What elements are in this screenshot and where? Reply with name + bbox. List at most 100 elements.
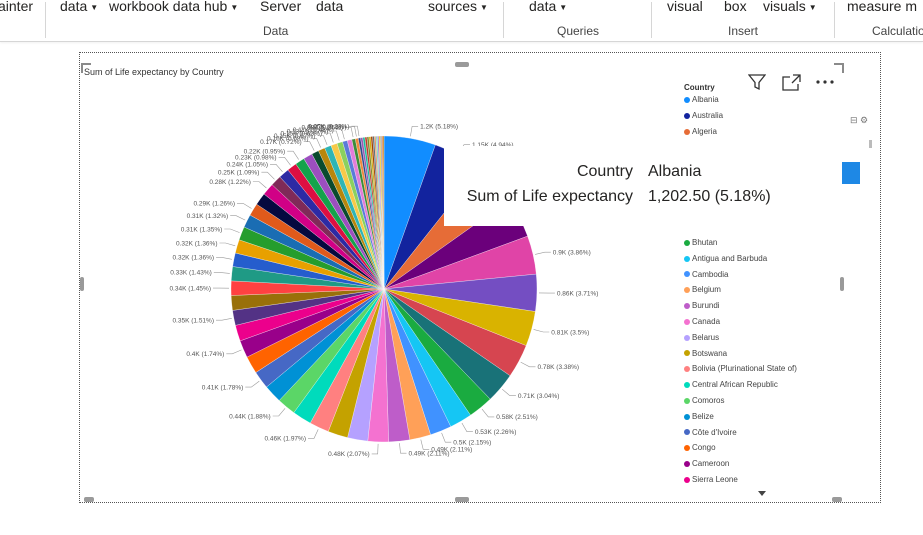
legend-item[interactable]: Australia bbox=[684, 111, 723, 120]
corner-marker-top-right bbox=[834, 63, 844, 73]
ribbon-item-box[interactable]: box bbox=[724, 0, 747, 14]
legend-item[interactable]: Belgium bbox=[684, 285, 721, 294]
ribbon-separator bbox=[834, 2, 835, 38]
legend-color-dot bbox=[684, 476, 690, 483]
ribbon-item-label: data bbox=[60, 0, 88, 14]
legend-item[interactable]: Burundi bbox=[684, 301, 720, 310]
slice-data-label: 0.41K (1.78%) bbox=[202, 384, 244, 391]
legend-item-label: Belarus bbox=[692, 332, 720, 342]
tooltip-measure-value: 1,202.50 (5.18%) bbox=[648, 188, 771, 205]
ribbon-item-data[interactable]: data ▼ bbox=[529, 0, 567, 14]
more-options-icon[interactable] bbox=[815, 79, 835, 85]
pie-slice[interactable] bbox=[382, 135, 385, 290]
ribbon-item-label: data bbox=[316, 0, 344, 14]
legend-scroll-down-icon[interactable] bbox=[758, 491, 766, 497]
slice-data-label: 0.4K (1.74%) bbox=[186, 351, 224, 358]
slice-data-label: 0.05K (0.23%) bbox=[308, 124, 350, 131]
slice-data-label: 0.5K (2.15%) bbox=[453, 440, 491, 447]
legend-color-dot bbox=[684, 271, 690, 278]
visual-selection-frame bbox=[79, 52, 881, 503]
slice-leader-line bbox=[330, 130, 340, 141]
slice-data-label: 0.49K (2.11%) bbox=[431, 447, 472, 454]
legend-item[interactable]: Canada bbox=[684, 317, 720, 326]
slice-leader-line bbox=[287, 150, 299, 160]
slice-data-label: 0.16K (0.68%) bbox=[267, 136, 309, 143]
slice-leader-line bbox=[535, 251, 551, 255]
resize-handle-bottom-right[interactable] bbox=[832, 497, 842, 502]
resize-handle-right[interactable] bbox=[840, 277, 844, 291]
legend-item[interactable]: Cambodia bbox=[684, 270, 728, 279]
slice-data-label: 0.29K (1.26%) bbox=[193, 201, 235, 208]
legend-item[interactable]: Cameroon bbox=[684, 459, 729, 468]
legend-item[interactable]: Belize bbox=[684, 412, 714, 421]
ribbon-item-label: Server bbox=[260, 0, 302, 14]
slice-data-label: 0.23K (0.98%) bbox=[235, 155, 277, 162]
resize-handle-left[interactable] bbox=[80, 277, 84, 291]
legend-item[interactable]: Botswana bbox=[684, 349, 727, 358]
ribbon-item-sources[interactable]: sources ▼ bbox=[428, 0, 488, 14]
ribbon-item-data[interactable]: data bbox=[316, 0, 343, 14]
legend-title: Country bbox=[684, 83, 715, 92]
legend-color-dot bbox=[684, 96, 690, 103]
slice-leader-line bbox=[272, 408, 286, 417]
ribbon-item-label: box bbox=[724, 0, 747, 14]
slice-leader-line bbox=[237, 203, 252, 209]
legend-item-label: Albania bbox=[692, 95, 719, 104]
slice-data-label: 0.31K (1.32%) bbox=[187, 213, 229, 220]
legend-item[interactable]: Bolivia (Plurinational State of) bbox=[684, 364, 797, 373]
ribbon-separator bbox=[45, 2, 46, 38]
legend-item-label: Cameroon bbox=[692, 459, 730, 469]
legend-item[interactable]: Albania bbox=[684, 95, 719, 104]
resize-handle-top[interactable] bbox=[455, 62, 469, 67]
slice-data-label: 0.13K (0.57%) bbox=[287, 128, 329, 135]
slice-data-label: 0.17K (0.72%) bbox=[260, 139, 302, 146]
visual-title: Sum of Life expectancy by Country bbox=[84, 67, 224, 77]
slice-leader-line bbox=[324, 132, 334, 143]
slice-data-label: 0.46K (1.97%) bbox=[264, 436, 306, 443]
legend-item[interactable]: Belarus bbox=[684, 333, 719, 342]
ribbon-item-label: visuals bbox=[763, 0, 806, 14]
slice-leader-line bbox=[520, 361, 536, 368]
ribbon-item-server[interactable]: Server bbox=[260, 0, 301, 14]
format-icon[interactable]: ⊟ ⚙ bbox=[850, 115, 869, 125]
legend-item[interactable]: Côte d'Ivoire bbox=[684, 428, 737, 437]
scrollbar-thumb[interactable] bbox=[869, 140, 872, 148]
legend-item[interactable]: Comoros bbox=[684, 396, 724, 405]
resize-handle-bottom[interactable] bbox=[455, 497, 469, 502]
legend-color-dot bbox=[684, 255, 690, 262]
legend-color-dot bbox=[684, 413, 690, 420]
ribbon-item-visual[interactable]: visual bbox=[667, 0, 703, 14]
legend-item[interactable]: Congo bbox=[684, 443, 716, 452]
slice-data-label: 0.24K (1.05%) bbox=[226, 162, 268, 169]
slice-data-label: 0.07K (0.3%) bbox=[309, 124, 347, 131]
ribbon-item-label: measure m bbox=[847, 0, 918, 14]
selected-field-indicator bbox=[842, 162, 860, 184]
resize-handle-bottom-left[interactable] bbox=[84, 497, 94, 502]
slice-leader-line bbox=[335, 129, 345, 140]
legend-item[interactable]: Sierra Leone bbox=[684, 475, 738, 484]
slice-data-label: 0.86K (3.71%) bbox=[557, 290, 599, 297]
slice-leader-line bbox=[252, 181, 267, 189]
ribbon-item-ainter[interactable]: ainter bbox=[0, 0, 33, 14]
legend-color-dot bbox=[684, 445, 690, 452]
legend-item[interactable]: Bhutan bbox=[684, 238, 717, 247]
legend-item[interactable]: Antigua and Barbuda bbox=[684, 254, 767, 263]
legend-color-dot bbox=[684, 303, 690, 310]
filter-icon[interactable] bbox=[748, 74, 766, 91]
legend-item-label: Comoros bbox=[692, 396, 725, 405]
ribbon-item-visuals[interactable]: visuals ▼ bbox=[763, 0, 817, 14]
legend-color-dot bbox=[684, 366, 690, 373]
slice-leader-line bbox=[219, 242, 236, 247]
legend-item[interactable]: Algeria bbox=[684, 127, 717, 136]
ribbon-item-measure-m[interactable]: measure m bbox=[847, 0, 917, 14]
slice-data-label: 0.9K (3.86%) bbox=[553, 250, 591, 257]
slice-data-label: 0.15K (0.67%) bbox=[274, 133, 316, 140]
slice-leader-line bbox=[278, 157, 291, 166]
legend-item[interactable]: Central African Republic bbox=[684, 380, 778, 389]
ribbon-item-workbook-data-hub[interactable]: workbook data hub ▼ bbox=[109, 0, 238, 14]
ribbon-item-data[interactable]: data ▼ bbox=[60, 0, 98, 14]
slice-data-label: 0.48K (2.07%) bbox=[328, 451, 370, 458]
chevron-down-icon: ▼ bbox=[480, 3, 488, 12]
focus-mode-icon[interactable] bbox=[782, 74, 801, 91]
